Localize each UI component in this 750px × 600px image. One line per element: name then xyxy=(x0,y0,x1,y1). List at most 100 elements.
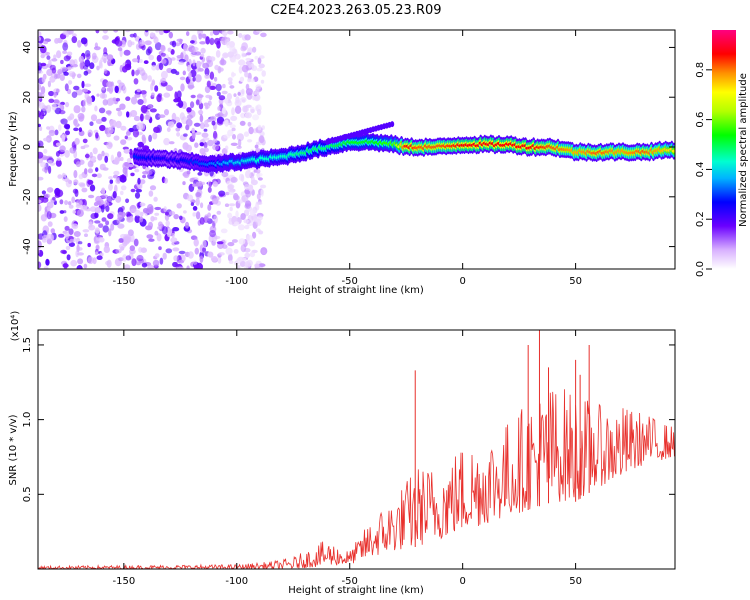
noise-cell xyxy=(175,71,180,76)
noise-cell xyxy=(160,77,167,84)
noise-cell xyxy=(53,54,57,60)
x-tick-label: 50 xyxy=(569,276,582,287)
noise-cell xyxy=(190,50,197,57)
noise-cell xyxy=(114,156,120,165)
noise-cell xyxy=(209,37,215,46)
noise-cell xyxy=(234,105,242,115)
noise-cell xyxy=(153,126,161,133)
noise-cell xyxy=(113,170,120,176)
noise-cell xyxy=(53,91,57,98)
noise-cell xyxy=(93,46,101,51)
noise-cell xyxy=(186,265,190,269)
noise-cell xyxy=(229,206,233,212)
noise-cell xyxy=(99,92,106,99)
noise-cell xyxy=(147,264,155,269)
noise-cell xyxy=(107,213,114,220)
noise-cell xyxy=(133,115,141,122)
noise-cell xyxy=(108,183,113,191)
noise-cell xyxy=(154,42,162,51)
noise-cell xyxy=(200,47,206,54)
noise-cell xyxy=(68,204,74,209)
noise-cell xyxy=(45,258,50,265)
noise-cell xyxy=(153,196,158,202)
noise-cell xyxy=(157,221,163,228)
noise-cell xyxy=(221,107,226,115)
noise-cell xyxy=(245,190,251,198)
noise-cell xyxy=(209,71,215,80)
noise-cell xyxy=(216,210,222,215)
noise-cell xyxy=(55,142,62,147)
x-tick-label: -150 xyxy=(112,576,135,587)
noise-cell xyxy=(47,221,53,227)
spectrogram-ylabel: Frequency (Hz) xyxy=(8,111,19,187)
noise-cell xyxy=(227,253,233,262)
noise-cell xyxy=(258,55,265,59)
noise-cell xyxy=(134,93,141,98)
noise-cell xyxy=(165,248,173,254)
noise-cell xyxy=(150,83,154,91)
noise-cell xyxy=(229,124,236,129)
noise-cell xyxy=(255,169,261,174)
noise-cell xyxy=(164,109,169,116)
noise-cell xyxy=(96,255,103,260)
noise-cell xyxy=(75,161,81,168)
noise-cell xyxy=(101,194,109,199)
noise-cell xyxy=(227,184,235,190)
noise-cell xyxy=(238,238,246,245)
noise-cell xyxy=(146,234,154,239)
noise-cell xyxy=(212,198,219,205)
noise-cell xyxy=(121,211,126,218)
noise-cell xyxy=(138,246,143,253)
noise-cell xyxy=(58,233,65,238)
noise-cell xyxy=(252,95,256,101)
noise-cell xyxy=(212,30,220,36)
noise-cell xyxy=(229,85,235,89)
noise-cell xyxy=(234,99,242,107)
noise-cell xyxy=(176,96,182,102)
noise-cell xyxy=(180,83,185,92)
noise-cell xyxy=(107,126,114,134)
noise-cell xyxy=(107,59,112,67)
noise-cell xyxy=(176,122,183,129)
noise-cell xyxy=(227,77,233,82)
noise-cell xyxy=(202,62,210,69)
noise-cell xyxy=(103,245,111,253)
noise-cell xyxy=(71,91,78,98)
noise-cell xyxy=(145,225,153,231)
noise-cell xyxy=(203,141,208,149)
noise-cell xyxy=(68,71,75,75)
noise-cell xyxy=(124,135,128,140)
noise-cell xyxy=(49,64,56,71)
noise-cell xyxy=(137,141,145,148)
noise-cell xyxy=(40,214,48,222)
noise-cell xyxy=(207,204,212,211)
snr-multiplier: (x10⁴) xyxy=(10,311,21,342)
noise-cell xyxy=(182,181,186,186)
noise-cell xyxy=(122,254,128,262)
noise-cell xyxy=(142,174,147,179)
colorbar-tick-label: 0.6 xyxy=(695,112,706,128)
noise-cell xyxy=(190,202,195,207)
noise-cell xyxy=(64,150,70,158)
noise-cell xyxy=(252,231,257,239)
noise-cell xyxy=(84,168,88,175)
noise-cell xyxy=(238,33,243,38)
noise-cell xyxy=(103,152,110,158)
noise-cell xyxy=(84,233,88,237)
noise-cell xyxy=(192,59,196,67)
noise-cell xyxy=(76,265,83,269)
noise-cell xyxy=(136,88,141,93)
noise-cell xyxy=(84,153,90,159)
colorbar-gradient xyxy=(712,30,736,269)
noise-cell xyxy=(55,151,60,157)
noise-cell xyxy=(77,112,85,120)
noise-cell xyxy=(59,74,65,81)
noise-cell xyxy=(126,157,132,164)
snr-frame xyxy=(37,329,676,570)
noise-cell xyxy=(71,196,76,204)
y-tick-label: 0.5 xyxy=(22,486,33,502)
noise-cell xyxy=(216,119,224,126)
noise-cell xyxy=(213,215,218,224)
noise-cell xyxy=(47,206,51,212)
noise-cell xyxy=(148,190,154,197)
